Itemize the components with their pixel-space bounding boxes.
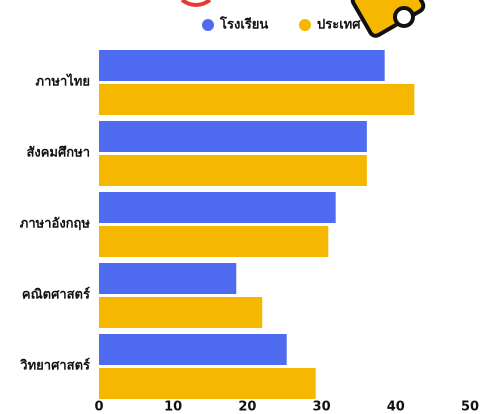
x-tick-label: 0 [94,400,103,414]
bar [99,50,385,81]
x-tick-label: 30 [313,400,331,414]
y-tick-label: สังคมศึกษา [26,145,90,161]
decoration [180,0,212,7]
x-tick-label: 40 [387,400,405,414]
y-tick-label: ภาษาอังกฤษ [20,217,91,232]
bar [99,84,415,115]
bar [99,155,367,186]
x-tick-label: 20 [238,400,256,414]
x-tick-label: 10 [164,400,182,414]
bar [99,368,316,399]
bar [99,121,367,152]
bar [99,263,237,294]
legend-swatch [202,19,214,31]
x-tick-label: 50 [461,400,479,414]
bar [99,226,329,257]
bar [99,297,263,328]
y-tick-label: วิทยาศาสตร์ [20,358,90,374]
legend-label: โรงเรียน [219,16,268,33]
decoration-icon [350,0,426,38]
legend-swatch [299,19,311,31]
legend-label: ประเทศ [317,18,361,33]
bar [99,192,336,223]
y-tick-label: คณิตศาสตร์ [22,287,90,303]
y-tick-label: ภาษาไทย [36,73,90,90]
bar [99,334,287,365]
